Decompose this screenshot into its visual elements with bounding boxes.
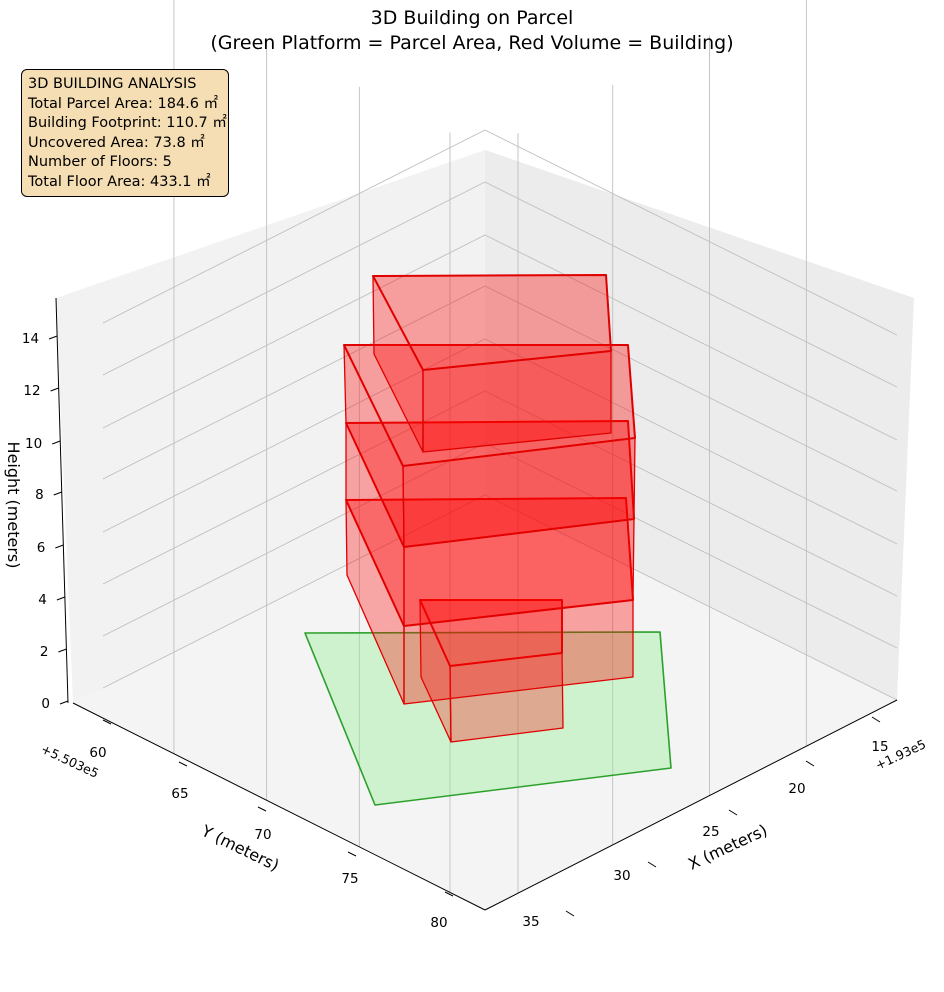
x-tick-mark: [871, 716, 881, 723]
z-tick-mark: [50, 387, 59, 392]
building-and-parcel: [304, 274, 672, 806]
y-tick-mark: [347, 851, 357, 857]
z-tick-label: 14: [22, 331, 39, 347]
info-line-floor-area: Total Floor Area: 433.1 ㎡: [28, 173, 211, 190]
z-tick-label: 0: [41, 696, 50, 712]
z-grid-wall: [102, 181, 898, 388]
z-tick-label: 12: [23, 383, 40, 399]
z-tick-mark: [58, 648, 67, 653]
x-tick-label: 35: [522, 914, 539, 930]
y-tick-mark: [178, 761, 188, 767]
y-tick-mark: [444, 891, 454, 897]
z-tick-mark: [53, 491, 62, 496]
z-tick-mark: [52, 440, 61, 445]
chart-title: 3D Building on Parcel: [370, 7, 574, 29]
x-axis-line: [484, 699, 898, 911]
z-grid-wall: [102, 129, 898, 336]
floor-3-side-front: [402, 437, 636, 548]
z-grid-wall: [102, 442, 898, 649]
info-heading: 3D BUILDING ANALYSIS: [28, 76, 197, 92]
axis-lines: [55, 297, 898, 911]
x-tick-mark: [565, 910, 575, 917]
z-tick-label: 8: [35, 487, 44, 503]
z-tick-label: 10: [25, 436, 42, 452]
info-line-parcel-area: Total Parcel Area: 184.6 ㎡: [28, 95, 219, 112]
z-tick-mark: [59, 700, 69, 705]
info-line-footprint: Building Footprint: 110.7 ㎡: [28, 115, 227, 131]
y-tick-label: 65: [171, 786, 188, 802]
info-box: 3D BUILDING ANALYSIS Total Parcel Area: …: [21, 69, 229, 197]
y-tick-mark: [257, 806, 267, 812]
y-tick-label: 70: [254, 827, 271, 843]
block-1-side-front: [449, 652, 564, 743]
z-grid-wall: [102, 390, 898, 597]
z-tick-mark: [56, 596, 66, 601]
info-line-floors: Number of Floors: 5: [28, 154, 172, 170]
z-grid-wall: [102, 338, 898, 545]
info-line-uncovered: Uncovered Area: 73.8 ㎡: [28, 134, 205, 151]
z-tick-label: 2: [40, 644, 49, 660]
x-tick-mark: [647, 861, 657, 868]
y-tick-label: 80: [430, 915, 447, 931]
z-axis-line: [55, 297, 69, 704]
x-tick-mark: [805, 760, 815, 767]
x-tick-mark: [728, 809, 738, 816]
parcel-platform: [304, 631, 672, 806]
z-tick-mark: [55, 544, 64, 549]
z-grid-wall: [102, 494, 898, 701]
floor-4-side-front: [422, 350, 612, 453]
z-tick-label: 6: [37, 540, 46, 556]
x-tick-label: 20: [788, 781, 805, 797]
grid-lines: [102, 0, 898, 894]
y-tick-label: 75: [341, 871, 358, 887]
z-tick-mark: [48, 335, 58, 340]
x-tick-label: 25: [702, 824, 719, 840]
y-axis-line: [72, 702, 486, 911]
x-tick-label: 15: [871, 739, 888, 755]
z-grid-wall: [102, 285, 898, 492]
x-tick-label: 30: [613, 868, 630, 884]
z-grid-wall: [102, 234, 898, 441]
y-tick-mark: [102, 719, 112, 725]
back-left-pane: [56, 150, 485, 703]
z-axis-label: Height (meters): [4, 442, 23, 569]
y-tick-label: 60: [89, 745, 106, 761]
z-tick-label: 4: [38, 592, 47, 608]
x-axis-label: X (meters): [685, 820, 770, 873]
chart-subtitle: (Green Platform = Parcel Area, Red Volum…: [210, 32, 734, 54]
